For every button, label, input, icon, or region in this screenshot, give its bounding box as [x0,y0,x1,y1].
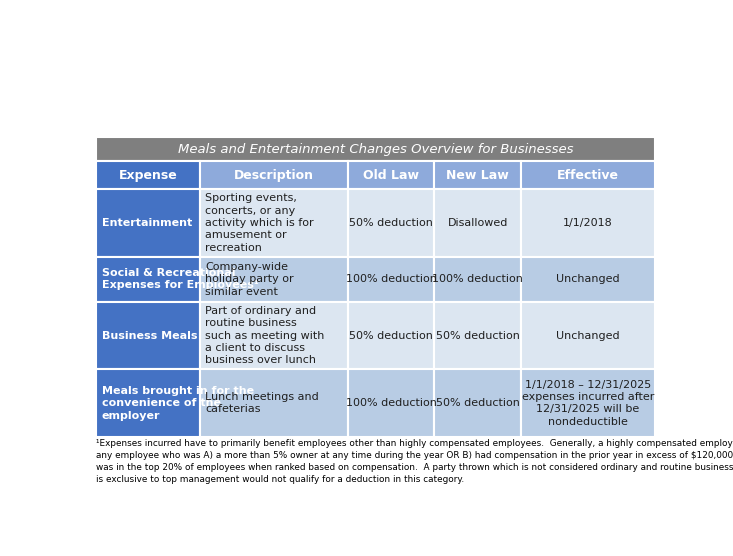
Bar [435,369,521,437]
Bar [96,161,199,189]
Bar [435,189,521,257]
Bar [521,161,655,189]
Text: 100% deduction: 100% deduction [345,398,436,408]
Text: 50% deduction: 50% deduction [435,331,520,341]
Bar [199,161,347,189]
Bar [199,189,347,257]
Bar [347,369,435,437]
Text: ¹Expenses incurred have to primarily benefit employees other than highly compens: ¹Expenses incurred have to primarily ben… [96,439,733,484]
Bar [347,257,435,302]
Text: Social & Recreational
Expenses for Employees¹: Social & Recreational Expenses for Emplo… [102,268,259,290]
Text: Meals and Entertainment Changes Overview for Businesses: Meals and Entertainment Changes Overview… [178,143,573,156]
Text: Description: Description [234,169,314,182]
Text: 100% deduction: 100% deduction [432,274,523,284]
Bar [521,189,655,257]
Text: Company-wide
holiday party or
similar event: Company-wide holiday party or similar ev… [205,262,294,297]
Text: Business Meals: Business Meals [102,331,197,341]
Text: Unchanged: Unchanged [556,274,620,284]
Bar [96,302,199,369]
Text: Unchanged: Unchanged [556,331,620,341]
Bar [199,302,347,369]
Text: 1/1/2018: 1/1/2018 [563,218,613,228]
Bar [347,161,435,189]
Bar [435,302,521,369]
Bar [347,302,435,369]
Bar [521,257,655,302]
Text: 50% deduction: 50% deduction [349,218,433,228]
Text: Old Law: Old Law [363,169,419,182]
Text: Meals brought in for the
convenience of the
employer: Meals brought in for the convenience of … [102,386,254,421]
Text: Disallowed: Disallowed [447,218,508,228]
Bar [96,369,199,437]
Text: 50% deduction: 50% deduction [435,398,520,408]
Bar [435,257,521,302]
Text: Expense: Expense [119,169,177,182]
Bar [199,369,347,437]
Bar [96,257,199,302]
Text: 1/1/2018 – 12/31/2025
expenses incurred after
12/31/2025 will be
nondeductible: 1/1/2018 – 12/31/2025 expenses incurred … [522,380,655,427]
Text: Effective: Effective [557,169,619,182]
Bar [347,189,435,257]
Text: New Law: New Law [446,169,509,182]
Text: Entertainment: Entertainment [102,218,192,228]
Text: Sporting events,
concerts, or any
activity which is for
amusement or
recreation: Sporting events, concerts, or any activi… [205,193,314,253]
Text: 100% deduction: 100% deduction [345,274,436,284]
Bar [199,257,347,302]
Bar [521,302,655,369]
Bar [521,369,655,437]
Bar [96,189,199,257]
Bar [96,137,655,161]
Text: 50% deduction: 50% deduction [349,331,433,341]
Text: Lunch meetings and
cafeterias: Lunch meetings and cafeterias [205,392,319,414]
Bar [435,161,521,189]
Text: Part of ordinary and
routine business
such as meeting with
a client to discuss
b: Part of ordinary and routine business su… [205,306,325,365]
